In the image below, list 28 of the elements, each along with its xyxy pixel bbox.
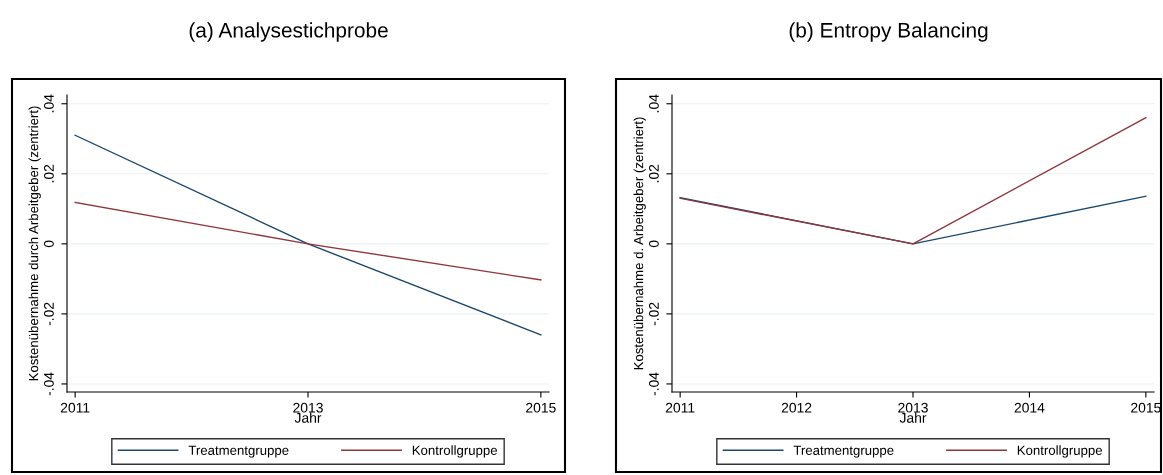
y-axis-title: Kostenübernahme d. Arbeitgeber (zentriert) xyxy=(633,117,646,370)
x-tick-label: 2013 xyxy=(293,402,323,413)
y-tick-label: .04 xyxy=(44,94,54,113)
x-tick-label: 2013 xyxy=(898,402,928,413)
chart-title: (a) Analysestichprobe xyxy=(189,22,388,42)
x-axis-title: Jahr xyxy=(899,412,927,423)
chart-title: (b) Entropy Balancing xyxy=(789,22,988,42)
y-tick-label: .04 xyxy=(649,94,659,113)
legend-label: Kontrollgruppe xyxy=(412,445,497,458)
y-axis-title: Kostenübernahme durch Arbeitgeber (zentriert) xyxy=(28,106,41,381)
legend-label: Treatmentgruppe xyxy=(188,445,289,458)
x-axis-title: Jahr xyxy=(294,412,322,423)
y-tick-label: 0 xyxy=(44,240,54,248)
x-tick-label: 2015 xyxy=(526,402,556,413)
legend-label: Treatmentgruppe xyxy=(793,445,894,458)
x-tick-label: 2012 xyxy=(781,402,812,413)
x-tick-label: 2015 xyxy=(1131,402,1161,413)
x-tick-label: 2011 xyxy=(665,402,695,413)
y-tick-label: -.04 xyxy=(44,372,54,396)
legend-label: Kontrollgruppe xyxy=(1017,445,1102,458)
y-tick-label: -.02 xyxy=(44,302,54,326)
x-tick-label: 2014 xyxy=(1014,402,1045,413)
y-tick-label: -.02 xyxy=(649,302,659,326)
y-tick-label: .02 xyxy=(44,164,54,183)
y-tick-label: .02 xyxy=(649,164,659,183)
x-tick-label: 2011 xyxy=(60,402,90,413)
y-tick-label: 0 xyxy=(649,240,659,248)
y-tick-label: -.04 xyxy=(649,372,659,396)
